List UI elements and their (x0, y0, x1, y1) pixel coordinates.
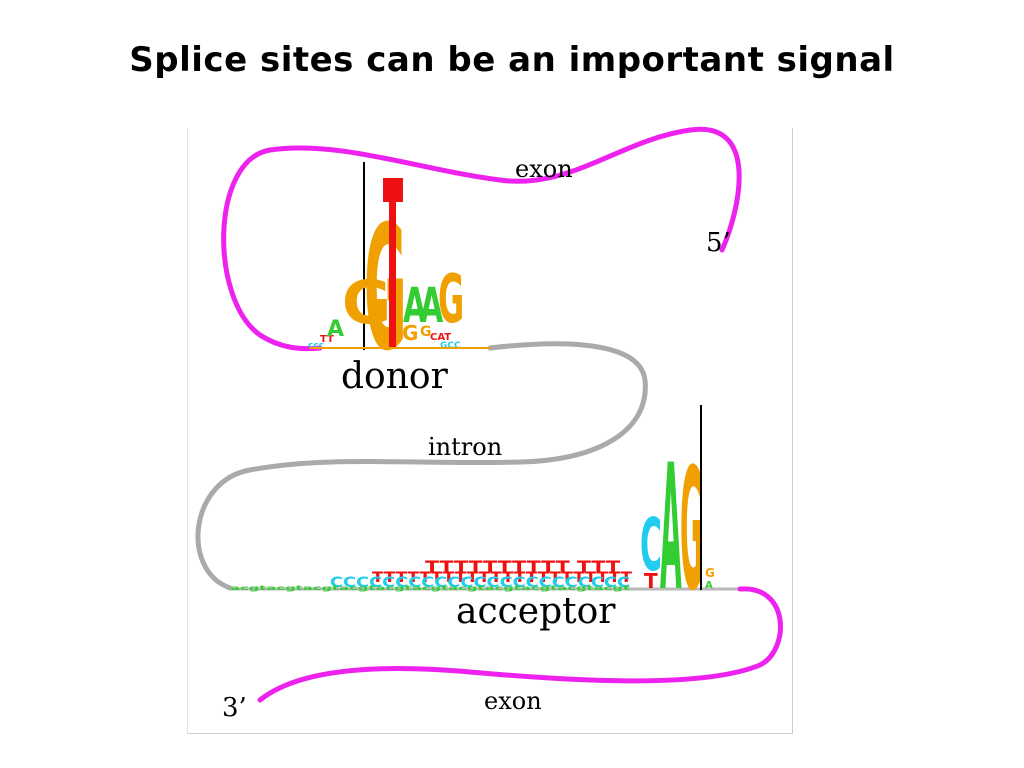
acceptor-c-row: CCCCCCCCCCCCCCCCCCCCCCC (330, 575, 630, 591)
label-exon-top: exon (515, 155, 573, 183)
donor-letter-t-stem (389, 200, 396, 348)
donor-small-right: CAT (430, 332, 451, 343)
acceptor-small-after-2: A (705, 580, 713, 591)
acceptor-logo: TTTTTTTTTTTTTTTTTTTTTT TTTTTTTTTT TTT CC… (230, 405, 715, 630)
donor-letter-g3: G (438, 261, 464, 339)
donor-small-letters: ccc (308, 341, 324, 351)
acceptor-letter-a: A (660, 429, 682, 630)
donor-letter-a2: A (403, 279, 426, 334)
donor-letter-g2: G (364, 188, 407, 388)
acceptor-letter-g: G (680, 433, 703, 628)
donor-letter-g1: G (342, 268, 391, 338)
acceptor-t-row-high: TTTTTTTTTT TTT (425, 557, 620, 576)
acceptor-letter-t: T (644, 569, 658, 593)
donor-letter-a1: A (327, 317, 344, 342)
label-donor: donor (341, 356, 449, 397)
label-acceptor: acceptor (456, 591, 616, 632)
donor-baseline (310, 347, 490, 349)
diagram-frame (187, 128, 793, 734)
acceptor-small-row: acgtacgtacgtacgtacgtacgtacgtacgtacgtacgt… (230, 585, 630, 592)
intron-strand (195, 341, 648, 591)
label-intron: intron (428, 433, 502, 461)
donor-letter-g5: G (420, 324, 432, 340)
acceptor-small-after: G (705, 566, 715, 580)
donor-letter-a3: A (420, 279, 443, 334)
donor-logo: ccc TT A G G A A G G G CAT GCC (308, 162, 490, 389)
donor-letter-t-top (383, 178, 403, 202)
donor-small-letters-2: TT (320, 334, 334, 345)
label-exon-bottom: exon (484, 687, 542, 715)
exon-strand-top (221, 126, 742, 352)
slide-title: Splice sites can be an important signal (129, 40, 895, 80)
donor-small-right-2: GCC (440, 341, 461, 351)
donor-letter-g4: G (402, 321, 418, 345)
acceptor-letter-c: C (640, 505, 662, 589)
label-three-prime: 3’ (222, 693, 247, 723)
label-five-prime: 5’ (706, 228, 731, 258)
acceptor-t-row: TTTTTTTTTTTTTTTTTTTTTT (372, 570, 633, 586)
exon-strand-bottom (257, 586, 783, 703)
